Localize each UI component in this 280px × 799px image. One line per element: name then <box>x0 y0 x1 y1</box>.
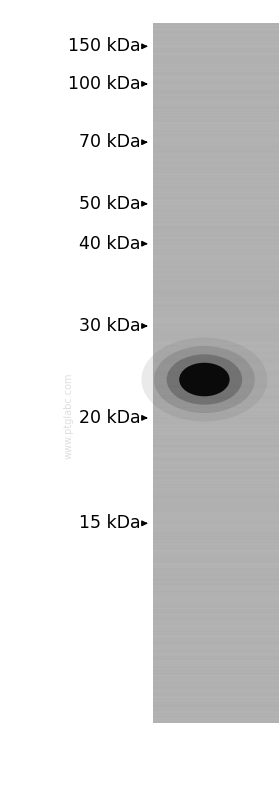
Text: 150 kDa: 150 kDa <box>68 38 141 55</box>
Text: 15 kDa: 15 kDa <box>79 515 141 532</box>
Ellipse shape <box>179 363 230 396</box>
Text: 100 kDa: 100 kDa <box>68 75 141 93</box>
Text: 20 kDa: 20 kDa <box>79 409 141 427</box>
Text: 70 kDa: 70 kDa <box>79 133 141 151</box>
Ellipse shape <box>167 354 242 404</box>
Ellipse shape <box>154 346 255 413</box>
Ellipse shape <box>141 337 267 422</box>
Text: 50 kDa: 50 kDa <box>79 195 141 213</box>
Text: 40 kDa: 40 kDa <box>79 235 141 252</box>
Bar <box>153 24 278 723</box>
Text: www.ptglabc.com: www.ptglabc.com <box>64 372 74 459</box>
Text: 30 kDa: 30 kDa <box>79 317 141 335</box>
